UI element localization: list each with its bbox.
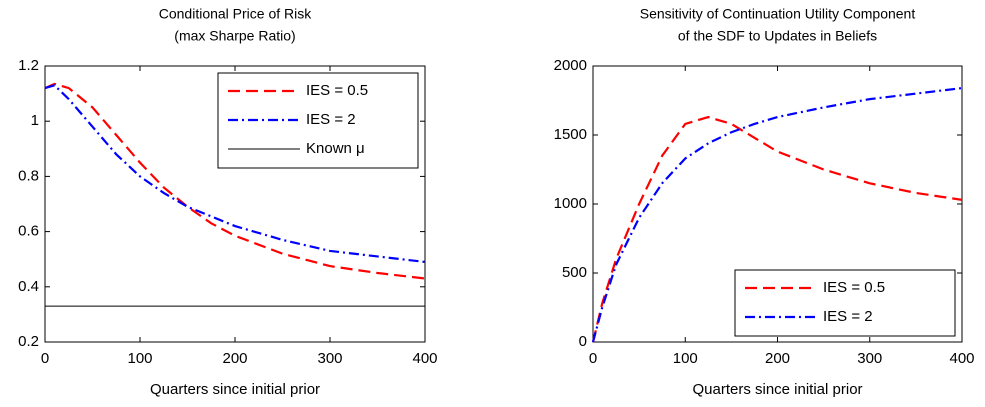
x-tick-label: 400 [412, 350, 437, 367]
y-tick-label: 0.4 [18, 278, 39, 295]
chart-title: of the SDF to Updates in Beliefs [678, 28, 877, 44]
legend-label: IES = 0.5 [823, 279, 885, 296]
legend-box [734, 269, 956, 337]
chart-title: Conditional Price of Risk [159, 6, 313, 22]
x-tick-label: 100 [127, 350, 152, 367]
x-tick-label: 400 [949, 350, 974, 367]
chart-title: Sensitivity of Continuation Utility Comp… [640, 6, 916, 22]
line-series [591, 115, 963, 343]
legend-label: Known μ [306, 140, 365, 157]
chart: Sensitivity of Continuation Utility Comp… [554, 6, 975, 398]
x-axis-label: Quarters since initial prior [150, 381, 320, 398]
chart: Conditional Price of Risk (max Sharpe Rat… [18, 6, 437, 398]
x-axis-label: Quarters since initial prior [692, 381, 862, 398]
y-tick-label: 2000 [554, 57, 587, 74]
y-tick-label: 0.2 [18, 333, 39, 350]
x-tick-label: 0 [41, 350, 49, 367]
legend-label: IES = 2 [823, 308, 873, 325]
legend: IES = 0.5 IES = 2 [734, 269, 956, 337]
y-tick-label: 1500 [554, 126, 587, 143]
line-series [44, 84, 426, 264]
y-tick-label: 1000 [554, 195, 587, 212]
x-tick-label: 100 [673, 350, 698, 367]
y-tick-label: 0.6 [18, 223, 39, 240]
y-tick-label: 500 [562, 264, 587, 281]
x-tick-label: 300 [317, 350, 342, 367]
x-tick-label: 300 [857, 350, 882, 367]
y-tick-label: 0.8 [18, 167, 39, 184]
legend: IES = 0.5 IES = 2 Known μ [217, 72, 419, 169]
legend-label: IES = 0.5 [306, 82, 368, 99]
line-series [591, 86, 963, 343]
y-tick-label: 1.2 [18, 57, 39, 74]
x-tick-label: 200 [222, 350, 247, 367]
chart-title: (max Sharpe Ratio) [174, 28, 295, 44]
y-tick-label: 1 [31, 112, 39, 129]
y-tick-label: 0 [579, 333, 587, 350]
legend-label: IES = 2 [306, 111, 356, 128]
x-tick-label: 200 [765, 350, 790, 367]
x-tick-label: 0 [589, 350, 597, 367]
